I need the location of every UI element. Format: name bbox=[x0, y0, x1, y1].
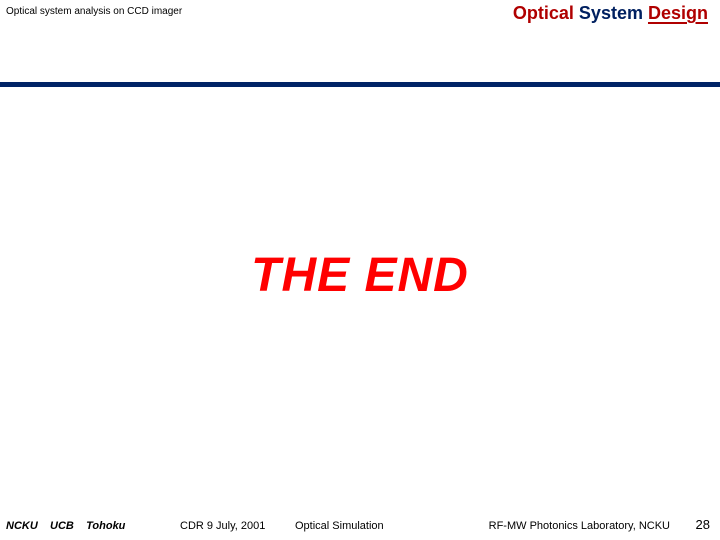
header-title: Optical System Design bbox=[513, 3, 708, 24]
header-title-word2: System bbox=[579, 3, 643, 23]
footer-topic: Optical Simulation bbox=[295, 520, 384, 532]
header-title-word3: Design bbox=[648, 3, 708, 23]
page-number: 28 bbox=[696, 517, 710, 532]
footer-org-ucb: UCB bbox=[50, 520, 74, 532]
footer-event: CDR 9 July, 2001 bbox=[180, 520, 265, 532]
header-divider bbox=[0, 82, 720, 87]
slide: Optical system analysis on CCD imager Op… bbox=[0, 0, 720, 540]
header-title-word1: Optical bbox=[513, 3, 574, 23]
main-title: THE END bbox=[0, 248, 720, 303]
footer-orgs: NCKU UCB Tohoku bbox=[6, 520, 125, 532]
footer-org-tohoku: Tohoku bbox=[86, 520, 125, 532]
footer: NCKU UCB Tohoku CDR 9 July, 2001 Optical… bbox=[0, 512, 720, 534]
footer-lab: RF-MW Photonics Laboratory, NCKU bbox=[489, 520, 670, 532]
footer-org-ncku: NCKU bbox=[6, 520, 38, 532]
header-subtitle: Optical system analysis on CCD imager bbox=[6, 6, 182, 17]
